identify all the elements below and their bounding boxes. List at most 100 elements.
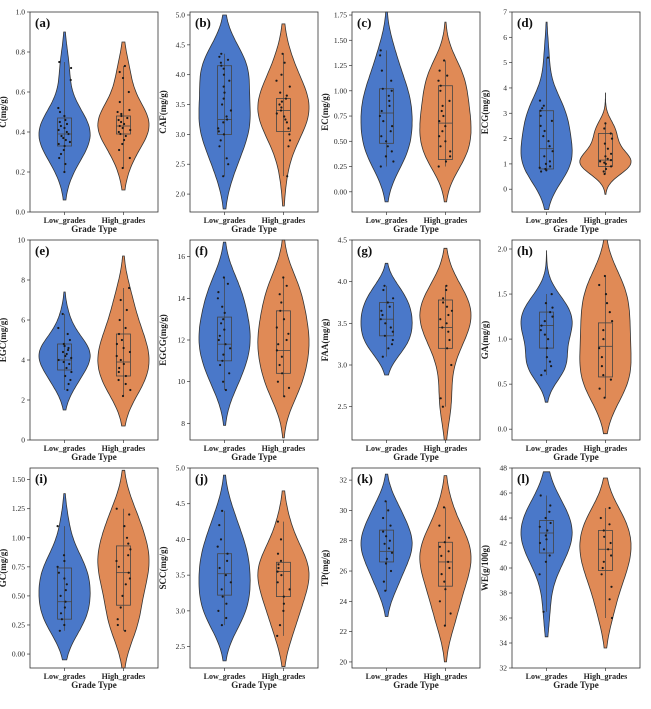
y-axis-label: C(mg/g) <box>0 96 8 128</box>
category-label: Low_grades <box>366 444 408 453</box>
data-point <box>382 580 385 583</box>
data-point <box>285 338 288 342</box>
data-point <box>229 581 232 584</box>
data-point <box>121 166 124 170</box>
data-point <box>219 139 222 142</box>
data-point <box>446 74 449 77</box>
data-point <box>127 542 130 545</box>
data-point <box>544 162 548 165</box>
data-point <box>446 347 449 350</box>
y-tick-label: 20 <box>340 657 348 666</box>
data-point <box>58 110 62 114</box>
data-point <box>219 363 222 367</box>
data-point <box>542 610 545 613</box>
y-tick-label: 4 <box>503 83 507 92</box>
data-point <box>64 589 67 592</box>
category-label: High_grades <box>424 216 468 225</box>
data-point <box>65 122 69 126</box>
y-axis-label: EGCG(mg/g) <box>158 314 168 366</box>
data-point <box>438 524 441 527</box>
y-tick-label: 0.0 <box>16 208 26 217</box>
panel-label: (a) <box>35 15 50 30</box>
data-point <box>603 161 606 164</box>
data-point <box>67 348 70 352</box>
data-point <box>388 305 391 308</box>
data-point <box>538 99 542 102</box>
data-point <box>445 305 449 308</box>
data-point <box>386 145 389 148</box>
data-point <box>225 602 228 605</box>
data-point <box>449 612 452 615</box>
data-point <box>221 359 224 362</box>
data-point <box>278 363 281 367</box>
data-point <box>600 573 603 576</box>
category-label: Low_grades <box>526 672 568 681</box>
data-point <box>280 574 283 577</box>
data-point <box>124 134 127 138</box>
y-tick-label: 5 <box>503 58 507 67</box>
data-point <box>228 372 231 375</box>
data-point <box>218 524 221 527</box>
data-point <box>63 114 66 118</box>
data-point <box>387 94 390 97</box>
data-point <box>384 589 387 592</box>
data-point <box>285 94 288 97</box>
data-point <box>116 618 119 621</box>
data-point <box>283 61 286 64</box>
data-point <box>391 338 394 342</box>
data-point <box>544 516 547 520</box>
y-tick-label: 40 <box>500 564 508 573</box>
y-axis-label: TP(mg/g) <box>320 550 330 587</box>
data-point <box>59 594 62 598</box>
y-tick-label: 1.25 <box>334 61 347 70</box>
data-point <box>224 574 227 577</box>
panel-c: 0.00 0.25 0.50 0.75 1.00 1.25 1.50 1.75 EC(mg/g)… <box>320 11 481 234</box>
data-point <box>381 355 384 358</box>
data-point <box>544 302 548 305</box>
data-point <box>439 397 442 400</box>
data-point <box>279 559 283 563</box>
data-point <box>439 145 442 148</box>
data-point <box>277 566 280 570</box>
data-point <box>226 282 229 285</box>
data-point <box>443 59 446 62</box>
data-point <box>448 338 451 342</box>
plot-frame <box>511 239 641 441</box>
data-point <box>381 313 384 317</box>
data-point <box>120 120 123 124</box>
data-point <box>538 541 542 545</box>
data-point <box>286 175 289 178</box>
data-point <box>550 365 553 368</box>
data-point <box>63 559 66 563</box>
data-point <box>58 629 61 632</box>
plot-frame <box>189 467 319 669</box>
y-tick-label: 0.25 <box>334 162 347 171</box>
data-point <box>390 79 393 82</box>
data-point <box>287 386 291 389</box>
data-point <box>219 61 222 64</box>
data-point <box>440 109 443 113</box>
y-tick-label: 2.0 <box>498 245 508 254</box>
data-point <box>65 352 68 356</box>
data-point <box>124 326 127 330</box>
plot-frame <box>351 11 481 213</box>
y-tick-label: 6 <box>21 316 25 325</box>
y-axis-label: EGC(mg/g) <box>0 318 8 363</box>
data-point <box>602 529 605 532</box>
data-point <box>385 557 388 561</box>
data-point <box>282 318 286 321</box>
data-point <box>390 150 393 153</box>
data-point <box>221 509 224 512</box>
data-point <box>118 124 121 128</box>
x-axis-label: Grade Type <box>231 452 276 462</box>
y-tick-label: 0.50 <box>12 591 25 600</box>
y-tick-label: 24 <box>340 597 348 606</box>
panel-g: 2.5 3.0 3.5 4.0 4.5 FAA(mg/g) (g) Low_grades Hig… <box>320 236 481 462</box>
data-point <box>222 97 225 100</box>
data-point <box>117 370 120 374</box>
data-point <box>284 118 287 121</box>
data-point <box>128 286 131 290</box>
data-point <box>392 297 395 300</box>
iqr-box <box>438 85 453 160</box>
category-label: High_grades <box>102 216 146 225</box>
